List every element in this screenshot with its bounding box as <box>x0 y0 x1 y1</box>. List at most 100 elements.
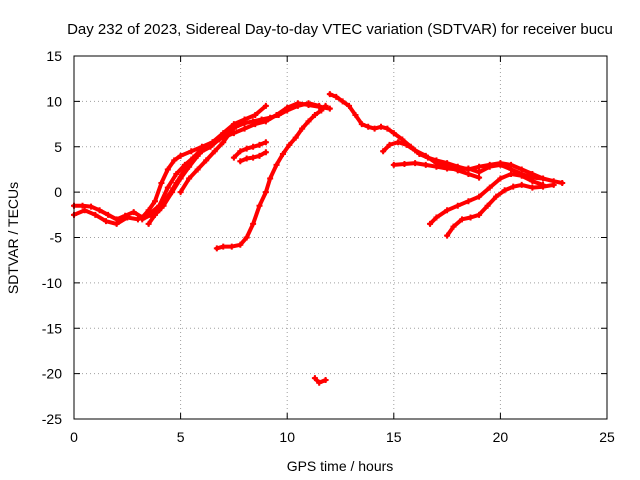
data-point <box>194 166 201 173</box>
data-point <box>256 141 263 148</box>
data-point <box>465 165 472 172</box>
data-point <box>322 102 329 109</box>
data-point <box>145 220 152 227</box>
data-point <box>465 170 472 177</box>
data-point <box>508 170 515 177</box>
data-point <box>113 220 120 227</box>
data-point <box>433 214 440 221</box>
data-point <box>96 207 103 214</box>
data-point <box>273 161 280 168</box>
data-point <box>230 154 237 161</box>
data-point <box>444 232 451 239</box>
data-point <box>188 148 195 155</box>
data-point <box>454 202 461 209</box>
data-point <box>233 123 240 130</box>
data-point <box>497 175 504 182</box>
data-point <box>476 174 483 181</box>
data-point <box>256 202 263 209</box>
data-point <box>380 148 387 155</box>
y-tick-label: -10 <box>42 275 62 291</box>
data-point <box>275 111 282 118</box>
data-point <box>484 202 491 209</box>
data-point <box>486 184 493 191</box>
data-point <box>454 166 461 173</box>
y-tick-label: 0 <box>54 184 62 200</box>
data-point <box>427 220 434 227</box>
data-point <box>267 175 274 182</box>
data-point <box>352 111 359 118</box>
data-point <box>390 130 397 137</box>
data-point <box>305 100 312 107</box>
data-point <box>326 91 333 98</box>
data-point <box>243 145 250 152</box>
data-point <box>311 111 318 118</box>
data-point <box>386 141 393 148</box>
data-point <box>476 211 483 218</box>
data-point <box>371 125 378 132</box>
data-point <box>262 139 269 146</box>
data-point <box>160 202 167 209</box>
data-point <box>333 93 340 100</box>
data-point <box>292 134 299 141</box>
data-point <box>497 161 504 168</box>
data-point <box>211 148 218 155</box>
data-point <box>139 216 146 223</box>
data-point <box>465 198 472 205</box>
data-point <box>243 234 250 241</box>
data-point <box>186 175 193 182</box>
x-axis-label: GPS time / hours <box>287 458 394 474</box>
data-point <box>213 245 220 252</box>
data-point <box>365 123 372 130</box>
data-point <box>486 163 493 170</box>
data-point <box>102 218 109 225</box>
data-point <box>228 127 235 134</box>
data-point <box>124 214 131 221</box>
data-point <box>467 214 474 221</box>
data-point <box>559 180 566 187</box>
axis-ticks: 0 5 10 15 20 25 -25 -20 -15 -10 -5 0 5 10 15 <box>42 48 615 445</box>
data-point <box>241 125 248 132</box>
data-point <box>305 118 312 125</box>
data-point <box>250 118 257 125</box>
x-tick-label: 0 <box>70 429 78 445</box>
data-point <box>412 160 419 167</box>
data-point <box>433 163 440 170</box>
chart-title: Day 232 of 2023, Sidereal Day-to-day VTE… <box>67 21 613 38</box>
data-point <box>444 165 451 172</box>
data-point <box>177 152 184 159</box>
y-tick-label: -15 <box>42 320 62 336</box>
data-point <box>237 148 244 155</box>
grid-lines <box>74 56 607 419</box>
data-point <box>164 184 171 191</box>
data-point <box>92 211 99 218</box>
y-axis-label: SDTVAR / TECUs <box>5 182 21 294</box>
data-point <box>390 161 397 168</box>
data-point <box>476 163 483 170</box>
data-point <box>294 102 301 109</box>
data-point <box>220 139 227 146</box>
x-tick-label: 5 <box>177 429 185 445</box>
data-point <box>378 123 385 130</box>
data-series <box>71 91 566 386</box>
data-point <box>311 375 318 382</box>
data-point <box>550 181 557 188</box>
x-tick-label: 10 <box>279 429 295 445</box>
data-point <box>299 125 306 132</box>
data-point <box>186 163 193 170</box>
data-point <box>459 216 466 223</box>
data-point <box>346 102 353 109</box>
y-tick-label: 15 <box>46 48 62 64</box>
y-tick-label: -20 <box>42 366 62 382</box>
data-point <box>171 157 178 164</box>
data-point <box>243 155 250 162</box>
data-point <box>262 102 269 109</box>
data-point <box>518 181 525 188</box>
data-point <box>529 184 536 191</box>
data-point <box>164 166 171 173</box>
data-point <box>267 114 274 121</box>
data-point <box>228 243 235 250</box>
data-point <box>130 209 137 216</box>
data-point <box>152 211 159 218</box>
data-point <box>279 151 286 158</box>
